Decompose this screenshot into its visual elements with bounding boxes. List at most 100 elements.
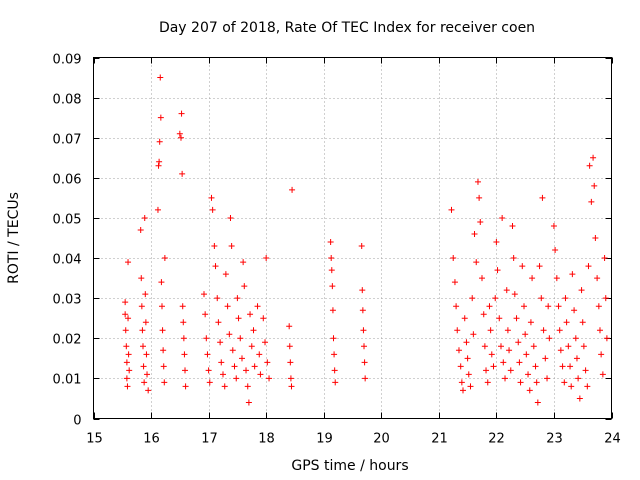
data-point — [599, 371, 606, 378]
data-point — [243, 367, 250, 374]
data-point — [579, 319, 586, 326]
data-point — [204, 351, 211, 358]
data-point — [226, 331, 233, 338]
data-point — [544, 375, 551, 382]
x-tick-label: 19 — [316, 432, 333, 447]
data-point — [481, 343, 488, 350]
plot-frame — [93, 57, 612, 419]
data-point — [177, 134, 184, 141]
data-point — [526, 387, 533, 394]
data-point — [180, 319, 187, 326]
data-point — [125, 315, 132, 322]
data-point — [205, 367, 212, 374]
y-tick-label: 0.05 — [53, 213, 82, 228]
data-point — [244, 383, 251, 390]
data-point — [263, 255, 270, 262]
data-point — [245, 399, 252, 406]
data-point — [602, 295, 609, 302]
data-point — [480, 311, 487, 318]
data-point — [329, 283, 336, 290]
data-point — [142, 319, 149, 326]
data-point — [575, 375, 582, 382]
data-point — [591, 182, 598, 189]
data-point — [572, 335, 579, 342]
data-point — [536, 263, 543, 270]
data-point — [257, 371, 264, 378]
data-point — [123, 359, 130, 366]
x-tick-label: 22 — [488, 432, 505, 447]
data-point — [287, 359, 294, 366]
data-point — [455, 347, 462, 354]
data-point — [248, 343, 255, 350]
data-point — [451, 279, 458, 286]
data-point — [240, 259, 247, 266]
data-point — [561, 379, 568, 386]
data-point — [594, 275, 601, 282]
data-point — [126, 367, 133, 374]
data-point — [139, 327, 146, 334]
data-point — [359, 307, 366, 314]
data-point — [534, 399, 541, 406]
data-point — [201, 291, 208, 298]
data-point — [361, 359, 368, 366]
x-tick-label: 15 — [86, 432, 103, 447]
data-point — [222, 271, 229, 278]
data-point — [590, 154, 597, 161]
data-point — [260, 315, 267, 322]
data-point — [229, 347, 236, 354]
data-point — [160, 363, 167, 370]
data-point — [569, 271, 576, 278]
data-point — [538, 295, 545, 302]
data-point — [156, 138, 163, 145]
data-point — [122, 311, 129, 318]
data-point — [180, 335, 187, 342]
data-point — [125, 351, 132, 358]
data-point — [567, 363, 574, 370]
data-point — [530, 343, 537, 350]
data-point — [499, 214, 506, 221]
x-tick-label: 23 — [546, 432, 563, 447]
data-point — [161, 255, 168, 262]
data-point — [123, 343, 130, 350]
data-point — [122, 327, 129, 334]
data-point — [601, 255, 608, 262]
data-point — [181, 351, 188, 358]
data-point — [212, 263, 219, 270]
data-point — [159, 327, 166, 334]
y-tick-labels: 0 0.01 0.02 0.03 0.04 0.05 0.06 0.07 0.08 0.09 — [53, 53, 82, 429]
data-point — [546, 335, 553, 342]
data-point — [486, 303, 493, 310]
data-point — [358, 243, 365, 250]
data-point — [138, 303, 145, 310]
data-point — [487, 327, 494, 334]
data-point — [573, 355, 580, 362]
data-point — [143, 351, 150, 358]
data-point — [559, 363, 566, 370]
data-point — [463, 339, 470, 346]
data-point — [206, 379, 213, 386]
data-point — [182, 367, 189, 374]
data-point — [176, 130, 183, 137]
data-point — [460, 387, 467, 394]
axis-ticks — [93, 57, 613, 420]
data-point — [361, 343, 368, 350]
y-tick-label: 0.04 — [53, 253, 82, 268]
data-point — [511, 291, 518, 298]
data-point — [578, 287, 585, 294]
data-point — [156, 158, 163, 165]
data-point — [595, 303, 602, 310]
data-point — [513, 315, 520, 322]
data-point — [603, 335, 610, 342]
data-point — [461, 315, 468, 322]
data-point — [360, 327, 367, 334]
data-point — [209, 206, 216, 213]
x-tick-label: 16 — [143, 432, 160, 447]
data-point — [502, 375, 509, 382]
data-point — [233, 375, 240, 382]
data-point — [522, 331, 529, 338]
data-point — [331, 367, 338, 374]
data-point — [158, 279, 165, 286]
data-point — [476, 194, 483, 201]
data-point — [141, 379, 148, 386]
